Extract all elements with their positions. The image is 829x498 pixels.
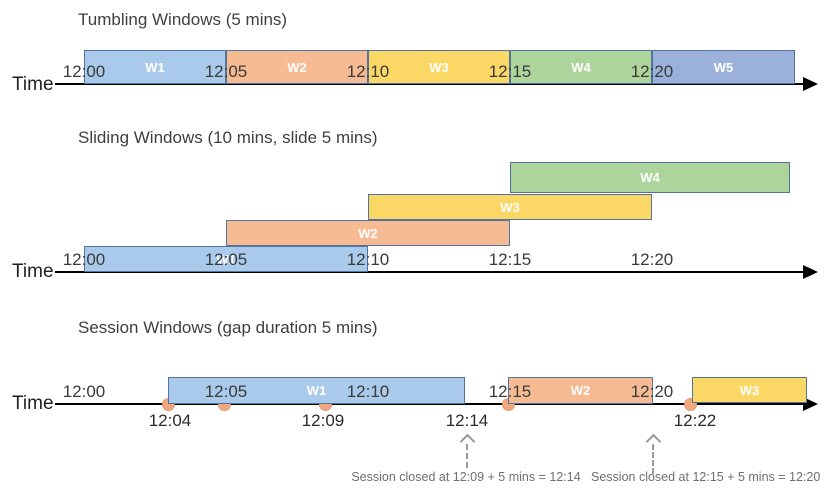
tick-label: 12:05 [204,62,248,81]
tick-label: 12:05 [204,250,248,269]
tick-label: 12:10 [346,250,390,269]
close-time-label: 12:14 [445,411,489,430]
window-label: W1 [145,59,165,75]
tick-label: 12:10 [346,62,390,81]
window-label: W3 [739,382,760,398]
sliding-window-bar-w3: W3 [368,194,652,220]
tumbling-title: Tumbling Windows (5 mins) [78,10,288,29]
session-window-bar-w1: W1 [168,377,465,404]
tumbling-timeline-arrow-icon [803,77,818,91]
tick-label: 12:20 [630,250,674,269]
sliding-window-bar-w2: W2 [226,220,510,246]
tumbling-window-bar-w2: W2 [226,50,368,84]
session-close-arrow-stem [652,444,654,474]
session-timeline [55,403,803,405]
tick-label: 12:00 [62,250,106,269]
tumbling-window-bar-w4: W4 [510,50,652,84]
session-close-arrow-stem [466,444,468,468]
tumbling-window-bar-w5: W5 [652,50,795,84]
sliding-time-label: Time [12,261,54,282]
tick-label: 12:10 [346,382,390,401]
window-label: W4 [640,170,660,185]
tick-label: 12:20 [630,382,674,401]
session-close-annotation: Session closed at 12:09 + 5 mins = 12:14 [351,470,581,484]
session-close-annotation: Session closed at 12:15 + 5 mins = 12:20 [591,470,821,484]
tick-label: 12:20 [630,62,674,81]
tick-label: 12:00 [62,382,106,401]
sliding-title: Sliding Windows (10 mins, slide 5 mins) [78,128,378,147]
sliding-window-bar-w1: W1 [84,246,368,272]
tick-label: 12:15 [488,62,532,81]
sliding-window-bar-w4: W4 [510,162,790,193]
session-title: Session Windows (gap duration 5 mins) [78,318,378,337]
sliding-timeline-arrow-icon [803,265,818,279]
event-time-label: 12:09 [301,411,345,430]
tumbling-timeline [55,83,803,85]
window-label: W1 [306,383,327,398]
window-label: W4 [571,59,591,75]
window-label: W1 [216,251,236,267]
sliding-timeline [55,271,803,273]
tick-label: 12:15 [488,250,532,269]
window-label: W2 [358,225,378,241]
tumbling-window-bar-w3: W3 [368,50,510,84]
window-label: W5 [713,59,734,75]
window-label: W3 [429,59,449,75]
tick-label: 12:00 [62,62,106,81]
session-window-bar-w2: W2 [508,377,653,404]
session-time-label: Time [12,393,54,414]
tick-label: 12:15 [488,382,532,401]
event-time-label: 12:22 [673,411,717,430]
window-label: W2 [287,59,307,75]
window-label: W3 [500,199,520,215]
window-label: W2 [570,383,591,398]
session-window-bar-w3: W3 [692,377,807,403]
event-time-label: 12:04 [148,411,192,430]
tick-label: 12:05 [204,382,248,401]
tumbling-time-label: Time [12,74,54,95]
tumbling-window-bar-w1: W1 [84,50,226,84]
